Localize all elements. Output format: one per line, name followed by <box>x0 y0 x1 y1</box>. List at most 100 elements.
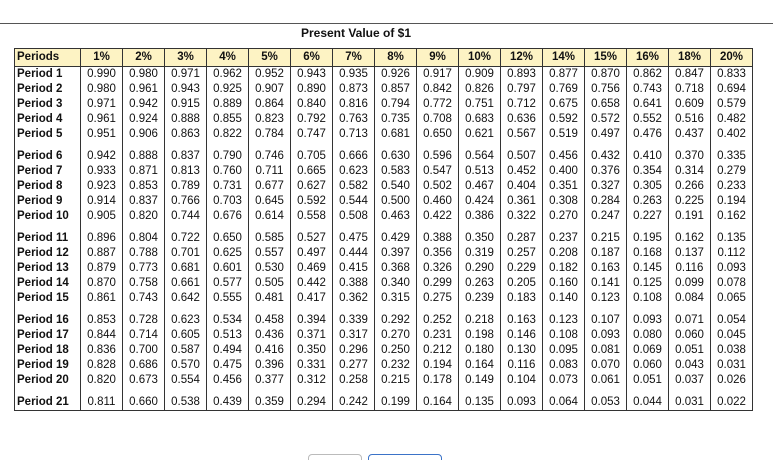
cell: 0.505 <box>248 276 291 291</box>
button[interactable] <box>308 454 362 460</box>
cell: 0.315 <box>374 291 417 306</box>
cell: 0.519 <box>542 127 585 142</box>
cell: 0.317 <box>332 328 375 343</box>
cell: 0.700 <box>122 343 165 358</box>
cell: 0.469 <box>290 261 333 276</box>
cell: 0.362 <box>332 291 375 306</box>
cell: 0.917 <box>416 66 459 82</box>
cell: 0.746 <box>248 142 291 164</box>
cell: 0.497 <box>290 246 333 261</box>
cell: 0.437 <box>668 127 711 142</box>
cell: 0.530 <box>248 261 291 276</box>
cell: 0.813 <box>164 164 207 179</box>
cell: 0.305 <box>626 179 669 194</box>
row-label: Period 6 <box>14 142 81 164</box>
cell: 0.436 <box>248 328 291 343</box>
cell: 0.335 <box>710 142 753 164</box>
cell: 0.135 <box>458 388 501 411</box>
cell: 0.250 <box>374 343 417 358</box>
cell: 0.713 <box>332 127 375 142</box>
column-header: 4% <box>206 48 249 67</box>
cell: 0.564 <box>458 142 501 164</box>
cell: 0.314 <box>668 164 711 179</box>
table-body: Period 1 0.990 0.980 0.971 0.962 0.952 0.943 0.… <box>14 66 753 411</box>
column-header: 1% <box>80 48 123 67</box>
cell: 0.614 <box>248 209 291 224</box>
cell: 0.923 <box>80 179 123 194</box>
cell: 0.054 <box>710 306 753 328</box>
cell: 0.275 <box>416 291 459 306</box>
cell: 0.239 <box>458 291 501 306</box>
cell: 0.044 <box>626 388 669 411</box>
cell: 0.397 <box>374 246 417 261</box>
cell: 0.141 <box>584 276 627 291</box>
cell: 0.592 <box>290 194 333 209</box>
cell: 0.641 <box>626 97 669 112</box>
cell: 0.388 <box>332 276 375 291</box>
cell: 0.673 <box>122 373 165 388</box>
cell: 0.538 <box>164 388 207 411</box>
cell: 0.527 <box>290 224 333 246</box>
top-rule <box>0 23 773 24</box>
column-header: 2% <box>122 48 165 67</box>
cell: 0.823 <box>248 112 291 127</box>
cell: 0.258 <box>332 373 375 388</box>
cell: 0.051 <box>668 343 711 358</box>
cell: 0.476 <box>626 127 669 142</box>
cell: 0.677 <box>248 179 291 194</box>
cell: 0.123 <box>584 291 627 306</box>
cell: 0.218 <box>458 306 501 328</box>
cell: 0.660 <box>122 388 165 411</box>
cell: 0.099 <box>668 276 711 291</box>
cell: 0.026 <box>710 373 753 388</box>
cell: 0.650 <box>206 224 249 246</box>
cell: 0.308 <box>542 194 585 209</box>
cell: 0.053 <box>584 388 627 411</box>
button[interactable] <box>368 454 442 460</box>
cell: 0.212 <box>416 343 459 358</box>
cell: 0.840 <box>290 97 333 112</box>
cell: 0.833 <box>710 66 753 82</box>
cell: 0.915 <box>164 97 207 112</box>
cell: 0.926 <box>374 66 417 82</box>
cell: 0.756 <box>584 82 627 97</box>
cell: 0.263 <box>458 276 501 291</box>
cell: 0.417 <box>290 291 333 306</box>
cell: 0.516 <box>668 112 711 127</box>
cell: 0.675 <box>542 97 585 112</box>
cell: 0.093 <box>584 328 627 343</box>
cell: 0.836 <box>80 343 123 358</box>
cell: 0.763 <box>332 112 375 127</box>
cell: 0.182 <box>542 261 585 276</box>
cell: 0.751 <box>458 97 501 112</box>
row-label: Period 11 <box>14 224 81 246</box>
cell: 0.714 <box>122 328 165 343</box>
cell: 0.513 <box>458 164 501 179</box>
cell: 0.540 <box>374 179 417 194</box>
cell: 0.296 <box>332 343 375 358</box>
cell: 0.804 <box>122 224 165 246</box>
cell: 0.460 <box>416 194 459 209</box>
cell: 0.744 <box>164 209 207 224</box>
cell: 0.199 <box>374 388 417 411</box>
cell: 0.943 <box>290 66 333 82</box>
cell: 0.123 <box>542 306 585 328</box>
cell: 0.294 <box>290 388 333 411</box>
cell: 0.093 <box>500 388 543 411</box>
cell: 0.416 <box>248 343 291 358</box>
cell: 0.769 <box>542 82 585 97</box>
cell: 0.340 <box>374 276 417 291</box>
cell: 0.952 <box>248 66 291 82</box>
header-row: Periods 1% 2% 3% 4% 5% 6% 7% 8% 9% 10% 12% 14% 15% 16%… <box>14 48 753 67</box>
cell: 0.108 <box>626 291 669 306</box>
cell: 0.623 <box>164 306 207 328</box>
cell: 0.078 <box>710 276 753 291</box>
cell: 0.790 <box>206 142 249 164</box>
cell: 0.270 <box>542 209 585 224</box>
cell: 0.951 <box>80 127 123 142</box>
row-label: Period 15 <box>14 291 81 306</box>
cell: 0.596 <box>416 142 459 164</box>
table-row: Period 12 0.887 0.788 0.701 0.625 0.557 0.497 0… <box>14 246 753 261</box>
row-label: Period 19 <box>14 358 81 373</box>
cell: 0.627 <box>290 179 333 194</box>
